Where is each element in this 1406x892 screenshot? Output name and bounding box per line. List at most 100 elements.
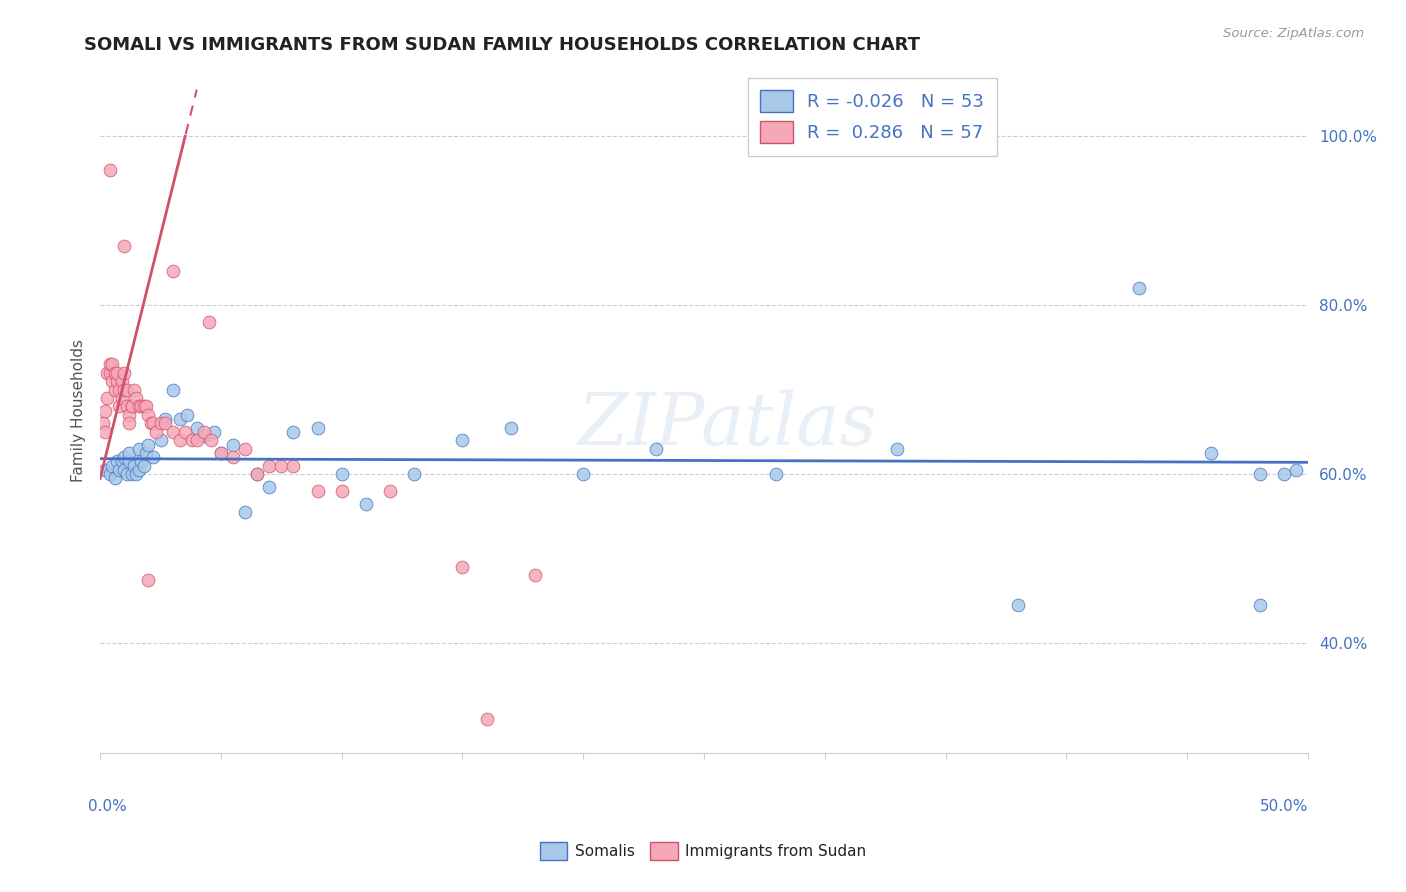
Point xyxy=(149,417,172,431)
Legend: R = -0.026   N = 53, R =  0.286   N = 57: R = -0.026 N = 53, R = 0.286 N = 57 xyxy=(748,78,997,156)
Point xyxy=(121,467,143,481)
Point xyxy=(98,162,121,177)
Point xyxy=(644,442,666,456)
Point xyxy=(105,374,128,388)
Point xyxy=(246,467,269,481)
Point xyxy=(572,467,595,481)
Point xyxy=(169,434,191,448)
Point xyxy=(98,366,121,380)
Point xyxy=(257,480,280,494)
Point xyxy=(1249,598,1271,612)
Point xyxy=(155,417,177,431)
Point xyxy=(270,458,292,473)
Point xyxy=(523,568,546,582)
Point xyxy=(149,434,172,448)
Point xyxy=(128,463,150,477)
Point xyxy=(186,420,208,434)
Point xyxy=(111,374,134,388)
Point xyxy=(94,425,117,439)
Point xyxy=(108,383,131,397)
Point xyxy=(115,400,138,414)
Point xyxy=(378,483,401,498)
Point xyxy=(139,417,162,431)
Point xyxy=(222,437,245,451)
Point xyxy=(169,412,191,426)
Point xyxy=(283,458,305,473)
Point xyxy=(162,425,184,439)
Text: ZIPatlas: ZIPatlas xyxy=(578,389,877,459)
Point xyxy=(129,400,152,414)
Point xyxy=(125,467,148,481)
Legend: Somalis, Immigrants from Sudan: Somalis, Immigrants from Sudan xyxy=(534,836,872,866)
Point xyxy=(180,434,202,448)
Point xyxy=(138,437,160,451)
Point xyxy=(115,383,138,397)
Point xyxy=(246,467,269,481)
Point xyxy=(475,712,498,726)
Point xyxy=(101,458,124,473)
Point xyxy=(499,420,522,434)
Point xyxy=(111,391,134,405)
Point xyxy=(162,383,184,397)
Point xyxy=(91,417,114,431)
Point xyxy=(118,446,141,460)
Point xyxy=(145,425,167,439)
Point xyxy=(354,497,377,511)
Point xyxy=(118,454,141,468)
Point xyxy=(121,400,143,414)
Point xyxy=(104,471,127,485)
Point xyxy=(404,467,426,481)
Point xyxy=(122,458,145,473)
Point xyxy=(176,408,198,422)
Point xyxy=(330,467,353,481)
Point xyxy=(122,383,145,397)
Point xyxy=(193,429,215,443)
Point xyxy=(132,458,155,473)
Point xyxy=(209,446,232,460)
Point xyxy=(451,434,474,448)
Point xyxy=(186,434,208,448)
Point xyxy=(233,505,256,519)
Point xyxy=(96,391,118,405)
Point xyxy=(111,454,134,468)
Point xyxy=(105,366,128,380)
Point xyxy=(98,357,121,371)
Point xyxy=(283,425,305,439)
Point xyxy=(101,357,124,371)
Point xyxy=(222,450,245,465)
Point xyxy=(202,425,225,439)
Point xyxy=(135,446,157,460)
Point xyxy=(1285,463,1308,477)
Point xyxy=(96,366,118,380)
Point xyxy=(233,442,256,456)
Point xyxy=(98,467,121,481)
Point xyxy=(142,450,165,465)
Point xyxy=(101,374,124,388)
Point xyxy=(765,467,787,481)
Point xyxy=(451,560,474,574)
Point xyxy=(307,420,329,434)
Point xyxy=(125,391,148,405)
Point xyxy=(112,463,135,477)
Point xyxy=(193,425,215,439)
Point xyxy=(105,454,128,468)
Point xyxy=(108,400,131,414)
Point xyxy=(886,442,908,456)
Point xyxy=(128,442,150,456)
Point xyxy=(115,467,138,481)
Point xyxy=(198,315,221,329)
Point xyxy=(121,400,143,414)
Point xyxy=(108,463,131,477)
Point xyxy=(142,417,165,431)
Point xyxy=(104,366,127,380)
Text: 50.0%: 50.0% xyxy=(1260,799,1308,814)
Point xyxy=(1128,281,1150,295)
Point xyxy=(1249,467,1271,481)
Point xyxy=(200,434,222,448)
Text: Source: ZipAtlas.com: Source: ZipAtlas.com xyxy=(1223,27,1364,40)
Point xyxy=(1199,446,1222,460)
Point xyxy=(104,383,127,397)
Point xyxy=(94,463,117,477)
Point xyxy=(112,366,135,380)
Point xyxy=(257,458,280,473)
